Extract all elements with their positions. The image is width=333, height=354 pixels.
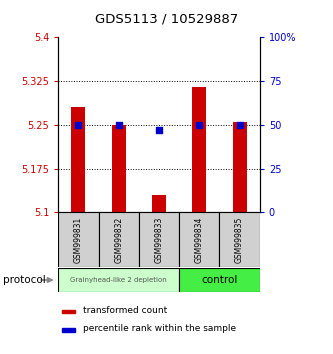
Text: transformed count: transformed count (84, 306, 168, 315)
Point (196, 122, 202, 128)
Bar (71, 107, 86, 212)
Point (76, 122, 81, 128)
Bar (62, 329, 75, 332)
Bar (58, 212, 99, 267)
Text: protocol: protocol (3, 275, 46, 285)
Text: GDS5113 / 10529887: GDS5113 / 10529887 (95, 13, 238, 26)
Bar (99, 212, 139, 267)
Text: control: control (201, 275, 238, 285)
Bar (152, 195, 166, 212)
Bar (219, 212, 260, 267)
Bar (62, 310, 75, 313)
Text: percentile rank within the sample: percentile rank within the sample (84, 324, 236, 333)
Bar (179, 212, 219, 267)
Bar (179, 268, 260, 292)
Text: GSM999834: GSM999834 (195, 217, 204, 263)
Bar (58, 268, 179, 292)
Point (116, 122, 122, 128)
Bar (139, 212, 179, 267)
Bar (232, 122, 247, 212)
Text: Grainyhead-like 2 depletion: Grainyhead-like 2 depletion (70, 277, 167, 283)
Text: GSM999831: GSM999831 (74, 217, 83, 263)
Bar (112, 125, 126, 212)
Text: GSM999833: GSM999833 (155, 217, 164, 263)
Bar (192, 87, 206, 212)
Text: GSM999835: GSM999835 (235, 217, 244, 263)
Text: GSM999832: GSM999832 (114, 217, 123, 263)
Point (157, 127, 162, 133)
Point (237, 122, 242, 128)
